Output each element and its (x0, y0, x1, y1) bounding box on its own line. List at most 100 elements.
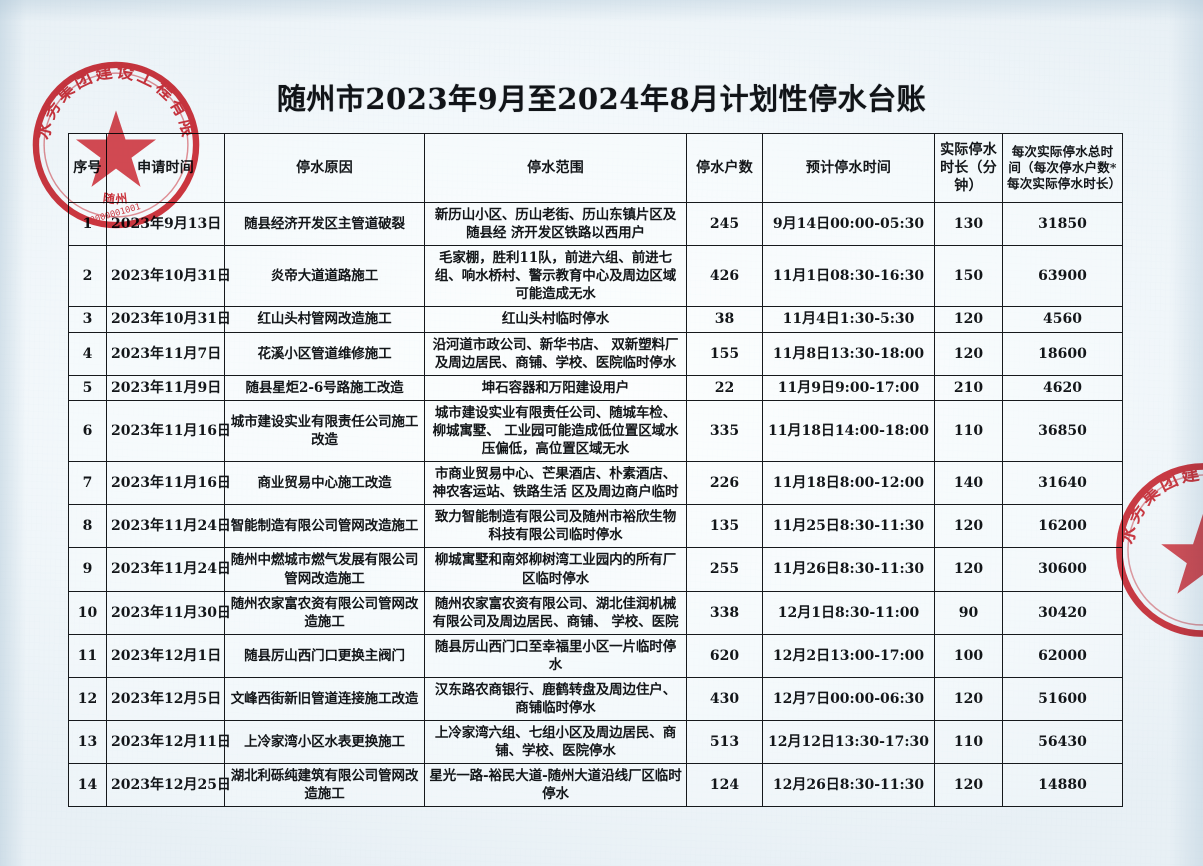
scan-edge-shadow-left (0, 0, 26, 866)
cell-households: 22 (686, 374, 763, 401)
cell-index: 10 (68, 590, 107, 635)
header-apply-time: 申请时间 (106, 133, 225, 203)
table-body: 1 2023年9月13日 随县经济开发区主管道破裂 新历山小区、历山老街、历山东镇片区… (68, 201, 1123, 808)
cell-apply-time: 2023年11月16日 (106, 461, 231, 506)
header-row: 序号 申请时间 停水原因 停水范围 停水户数 预计停水时间 实际停水时长（分钟）… (68, 133, 1123, 203)
cell-reason: 随县厉山西门口更换主阀门 (224, 633, 425, 678)
cell-apply-time: 2023年11月16日 (106, 399, 231, 463)
cell-actual-duration: 90 (934, 590, 1003, 635)
cell-index: 4 (68, 331, 107, 376)
cell-planned-window: 12月26日8:30-11:30 (762, 763, 935, 808)
cell-apply-time: 2023年11月24日 (106, 547, 231, 592)
header-index: 序号 (68, 133, 107, 203)
cell-planned-window: 11月18日14:00-18:00 (762, 399, 935, 463)
cell-planned-window: 12月2日13:00-17:00 (762, 633, 935, 678)
cell-reason: 随县经济开发区主管道破裂 (224, 201, 425, 247)
cell-total-time: 36850 (1002, 399, 1123, 463)
water-outage-ledger-table: 序号 申请时间 停水原因 停水范围 停水户数 预计停水时间 实际停水时长（分钟）… (68, 133, 1123, 808)
cell-reason: 随州农家富农资有限公司管网改造施工 (224, 590, 425, 635)
cell-index: 11 (68, 633, 107, 678)
cell-scope: 星光一路-裕民大道-随州大道沿线厂区临时停水 (424, 763, 687, 808)
cell-households: 513 (686, 720, 763, 765)
cell-index: 7 (68, 461, 107, 506)
cell-apply-time: 2023年11月9日 (106, 374, 225, 401)
cell-total-time: 4620 (1002, 374, 1123, 401)
cell-households: 245 (686, 201, 763, 247)
cell-total-time: 63900 (1002, 245, 1123, 308)
cell-actual-duration: 210 (934, 374, 1003, 401)
table-row: 9 2023年11月24日 随州中燃城市燃气发展有限公司管网改造施工 柳城寓墅和南郊柳… (68, 547, 1123, 592)
cell-apply-time: 2023年11月30日 (106, 590, 231, 635)
cell-planned-window: 11月25日8:30-11:30 (762, 504, 935, 549)
table-row: 10 2023年11月30日 随州农家富农资有限公司管网改造施工 随州农家富农资有限公… (68, 590, 1123, 635)
cell-total-time: 4560 (1002, 306, 1123, 333)
cell-planned-window: 11月8日13:30-18:00 (762, 331, 935, 376)
cell-apply-time: 2023年10月31日 (106, 245, 231, 308)
cell-actual-duration: 100 (934, 633, 1003, 678)
cell-reason: 随州中燃城市燃气发展有限公司管网改造施工 (224, 547, 425, 592)
cell-reason: 湖北利砾纯建筑有限公司管网改造施工 (224, 763, 425, 808)
cell-apply-time: 2023年12月1日 (106, 633, 225, 678)
cell-reason: 花溪小区管道维修施工 (224, 331, 425, 376)
cell-scope: 致力智能制造有限公司及随州市裕欣生物科技有限公司临时停水 (424, 504, 687, 549)
cell-actual-duration: 120 (934, 763, 1003, 808)
cell-apply-time: 2023年11月24日 (106, 504, 231, 549)
cell-total-time: 31640 (1002, 461, 1123, 506)
header-actual-duration: 实际停水时长（分钟） (934, 133, 1003, 203)
table-header: 序号 申请时间 停水原因 停水范围 停水户数 预计停水时间 实际停水时长（分钟）… (68, 133, 1123, 203)
cell-households: 38 (686, 306, 763, 333)
cell-total-time: 30600 (1002, 547, 1123, 592)
header-scope: 停水范围 (424, 133, 687, 203)
cell-reason: 城市建设实业有限责任公司施工改造 (224, 399, 425, 463)
cell-index: 12 (68, 676, 107, 722)
cell-scope: 新历山小区、历山老街、历山东镇片区及随县经 济开发区铁路以西用户 (424, 201, 687, 247)
document-title: 随州市2023年9月至2024年8月计划性停水台账 (276, 82, 927, 116)
cell-index: 5 (68, 374, 107, 401)
cell-scope: 柳城寓墅和南郊柳树湾工业园内的所有厂区临时停水 (424, 547, 687, 592)
cell-actual-duration: 120 (934, 504, 1003, 549)
cell-scope: 沿河道市政公司、新华书店、 双新塑料厂及周边居民、商铺、学校、医院临时停水 (424, 331, 687, 376)
cell-index: 14 (68, 763, 107, 808)
cell-households: 430 (686, 676, 763, 722)
cell-scope: 红山头村临时停水 (424, 306, 687, 333)
cell-households: 155 (686, 331, 763, 376)
cell-reason: 随县星炬2-6号路施工改造 (224, 374, 425, 401)
cell-apply-time: 2023年12月5日 (106, 676, 225, 722)
cell-reason: 商业贸易中心施工改造 (224, 461, 425, 506)
cell-planned-window: 11月18日8:00-12:00 (762, 461, 935, 506)
table-row: 4 2023年11月7日 花溪小区管道维修施工 沿河道市政公司、新华书店、 双新塑料厂… (68, 331, 1123, 376)
header-total-time: 每次实际停水总时间（每次停水户数*每次实际停水时长） (1002, 133, 1123, 203)
table-row: 12 2023年12月5日 文峰西街新旧管道连接施工改造 汉东路农商银行、鹿鹤转盘及周… (68, 676, 1123, 722)
cell-scope: 随县厉山西门口至幸福里小区一片临时停水 (424, 633, 687, 678)
table-row: 8 2023年11月24日 智能制造有限公司管网改造施工 致力智能制造有限公司及随州市… (68, 504, 1123, 549)
cell-apply-time: 2023年12月25日 (106, 763, 231, 808)
cell-planned-window: 11月1日08:30-16:30 (762, 245, 935, 308)
cell-index: 3 (68, 306, 107, 333)
header-reason: 停水原因 (224, 133, 425, 203)
cell-actual-duration: 130 (934, 201, 1003, 247)
table-row: 5 2023年11月9日 随县星炬2-6号路施工改造 坤石容器和万阳建设用户 22 11月… (68, 374, 1123, 401)
cell-apply-time: 2023年12月11日 (106, 720, 231, 765)
cell-apply-time: 2023年10月31日 (106, 306, 231, 333)
cell-actual-duration: 120 (934, 306, 1003, 333)
cell-scope: 坤石容器和万阳建设用户 (424, 374, 687, 401)
cell-scope: 城市建设实业有限责任公司、随城车检、柳城寓墅、 工业园可能造成低位置区域水压偏低… (424, 399, 687, 463)
cell-actual-duration: 120 (934, 676, 1003, 722)
cell-apply-time: 2023年9月13日 (106, 201, 225, 247)
cell-reason: 上冷家湾小区水表更换施工 (224, 720, 425, 765)
table-row: 13 2023年12月11日 上冷家湾小区水表更换施工 上冷家湾六组、七组小区及周边居… (68, 720, 1123, 765)
cell-total-time: 18600 (1002, 331, 1123, 376)
cell-households: 620 (686, 633, 763, 678)
cell-planned-window: 9月14日00:00-05:30 (762, 201, 935, 247)
cell-index: 9 (68, 547, 107, 592)
cell-reason: 红山头村管网改造施工 (224, 306, 425, 333)
cell-actual-duration: 140 (934, 461, 1003, 506)
cell-households: 338 (686, 590, 763, 635)
cell-index: 13 (68, 720, 107, 765)
table-row: 3 2023年10月31日 红山头村管网改造施工 红山头村临时停水 38 11月4日1:3… (68, 306, 1123, 333)
cell-planned-window: 12月7日00:00-06:30 (762, 676, 935, 722)
cell-households: 226 (686, 461, 763, 506)
cell-actual-duration: 120 (934, 331, 1003, 376)
ledger-table-wrapper: 序号 申请时间 停水原因 停水范围 停水户数 预计停水时间 实际停水时长（分钟）… (68, 133, 1123, 808)
cell-total-time: 31850 (1002, 201, 1123, 247)
